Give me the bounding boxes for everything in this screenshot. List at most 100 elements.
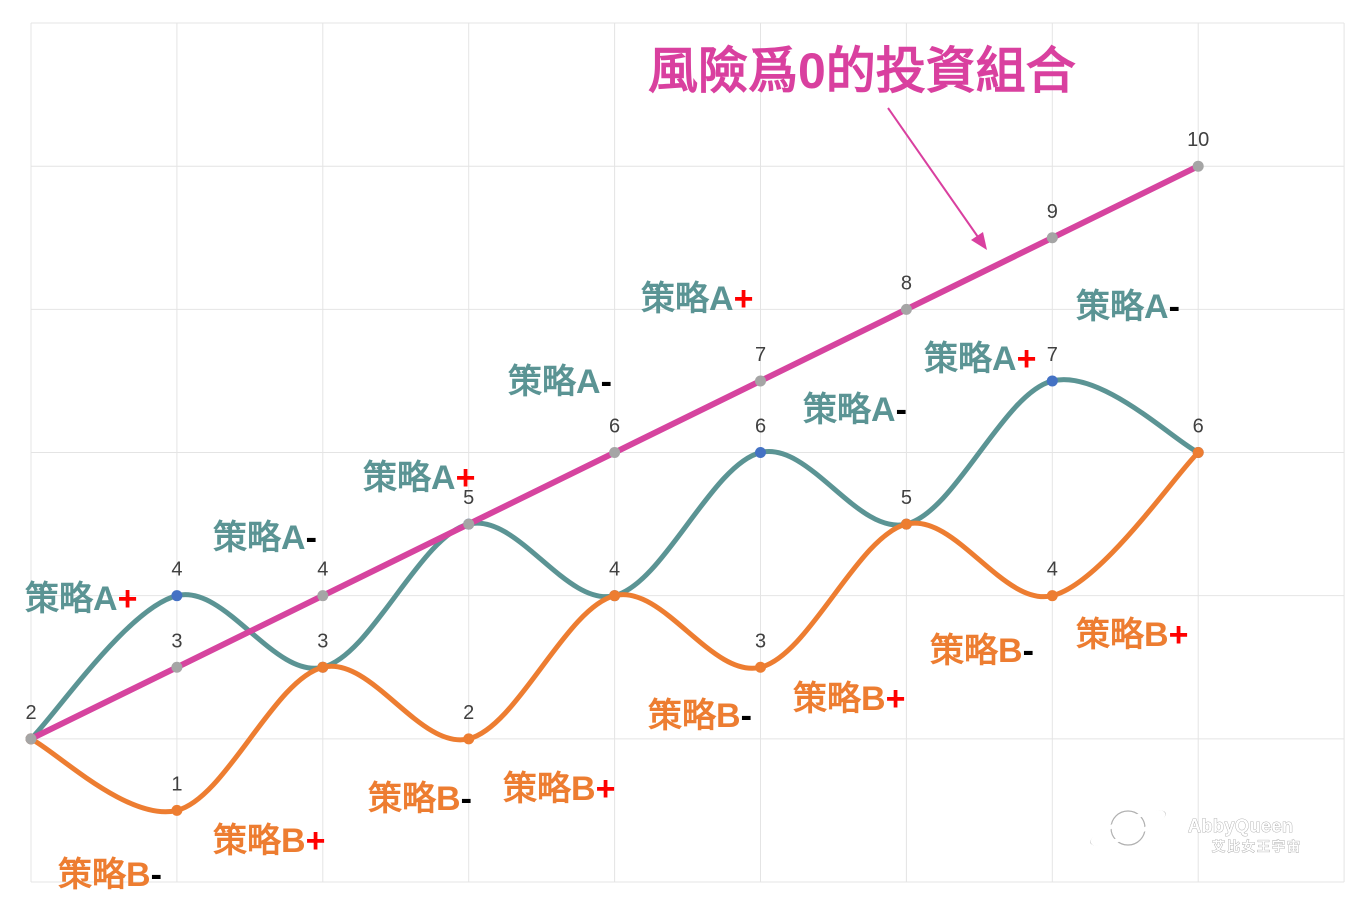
strategy-sign: - [461, 780, 472, 818]
data-label: 2 [463, 702, 474, 724]
data-point [900, 303, 912, 315]
data-point [317, 661, 329, 673]
strategy-annotations: 策略A+ 策略A- 策略A+ 策略A- 策略A+ 策略A- 策略A+ 策略A- … [25, 280, 1188, 894]
data-point [755, 661, 766, 673]
data-point [900, 518, 912, 530]
strategy-name: 策略A [1076, 288, 1169, 326]
data-label: 7 [1047, 344, 1058, 366]
data-label: 6 [1193, 416, 1204, 438]
strategy-label: 策略B+ [213, 822, 325, 860]
strategy-name: 策略B [648, 697, 741, 735]
data-point [317, 590, 329, 602]
strategy-name: 策略A [924, 340, 1017, 378]
callout: 風險爲0的投資組合 [648, 43, 1076, 250]
series-group [25, 160, 1204, 816]
data-label: 2 [25, 702, 36, 724]
strategy-name: 策略B [368, 780, 461, 818]
strategy-sign: + [1017, 340, 1037, 378]
strategy-label: 策略A+ [363, 459, 475, 497]
data-point [25, 733, 37, 745]
strategy-sign: - [896, 391, 907, 429]
strategy-sign: - [601, 363, 612, 401]
strategy-name: 策略B [213, 822, 306, 860]
strategy-label: 策略B- [648, 697, 752, 735]
strategy-sign: + [886, 680, 906, 718]
data-label: 1 [171, 773, 182, 795]
data-label: 5 [901, 487, 912, 509]
data-label: 9 [1047, 201, 1058, 223]
planet-icon [1090, 809, 1166, 847]
strategy-label: 策略B+ [503, 770, 615, 808]
data-label: 4 [609, 559, 620, 581]
data-point [1046, 232, 1058, 244]
data-label: 4 [171, 559, 182, 581]
data-label: 3 [171, 630, 182, 652]
data-point [171, 804, 183, 816]
strategy-name: 策略B [58, 856, 151, 894]
watermark: AbbyQueen 艾比女王宇宙 [1090, 809, 1302, 854]
strategy-label: 策略A- [508, 363, 612, 401]
data-label: 7 [755, 344, 766, 366]
data-point [609, 590, 621, 602]
data-label: 10 [1187, 129, 1209, 151]
grid [30, 22, 1345, 883]
strategy-label: 策略B+ [793, 680, 905, 718]
strategy-label: 策略A+ [641, 280, 753, 318]
strategy-name: 策略B [793, 680, 886, 718]
data-label: 6 [755, 416, 766, 438]
data-point [755, 375, 766, 387]
watermark-tagline: 艾比女王宇宙 [1212, 839, 1302, 854]
strategy-name: 策略B [930, 632, 1023, 670]
strategy-sign: + [734, 280, 754, 318]
strategy-name: 策略B [503, 770, 596, 808]
strategy-label: 策略A- [803, 391, 907, 429]
planet-ring [1090, 809, 1166, 847]
data-point [463, 733, 475, 745]
strategy-label: 策略B+ [1076, 616, 1188, 654]
strategy-sign: - [151, 856, 162, 894]
strategy-name: 策略A [25, 580, 118, 618]
data-point [1192, 160, 1204, 172]
data-point [1192, 447, 1204, 459]
data-point [755, 447, 766, 459]
strategy-label: 策略A+ [25, 580, 137, 618]
strategy-label: 策略B- [368, 780, 472, 818]
data-label: 4 [1047, 559, 1058, 581]
strategy-name: 策略A [363, 459, 456, 497]
data-label: 6 [609, 416, 620, 438]
watermark-brand: AbbyQueen [1188, 816, 1294, 836]
data-labels: 2 3 4 5 6 7 8 9 10 4 3 4 6 5 7 6 1 2 3 4 [25, 129, 1209, 795]
strategy-name: 策略A [803, 391, 896, 429]
strategy-name: 策略A [213, 519, 306, 557]
data-point [609, 447, 621, 459]
strategy-label: 策略A- [1076, 288, 1180, 326]
data-label: 3 [317, 630, 328, 652]
data-label: 8 [901, 272, 912, 294]
data-point [171, 590, 183, 602]
callout-text: 風險爲0的投資組合 [648, 43, 1076, 99]
strategy-sign: + [118, 580, 138, 618]
strategy-label: 策略A- [213, 519, 317, 557]
strategy-name: 策略A [641, 280, 734, 318]
strategy-sign: + [1169, 616, 1189, 654]
data-point [171, 661, 183, 673]
strategy-label: 策略B- [930, 632, 1034, 670]
data-point [1046, 590, 1058, 602]
strategy-sign: + [596, 770, 616, 808]
strategy-sign: - [306, 519, 317, 557]
strategy-sign: - [1023, 632, 1034, 670]
data-label: 4 [317, 559, 328, 581]
strategy-name: 策略A [508, 363, 601, 401]
data-point [1046, 375, 1058, 387]
callout-arrow [887, 107, 979, 238]
strategy-sign: - [741, 697, 752, 735]
callout-arrowhead [971, 232, 987, 250]
strategy-label: 策略A+ [924, 340, 1036, 378]
strategy-sign: + [306, 822, 326, 860]
strategy-label: 策略B- [58, 856, 162, 894]
data-label: 3 [755, 630, 766, 652]
data-label: 5 [463, 487, 474, 509]
strategy-sign: - [1169, 288, 1180, 326]
strategy-name: 策略B [1076, 616, 1169, 654]
